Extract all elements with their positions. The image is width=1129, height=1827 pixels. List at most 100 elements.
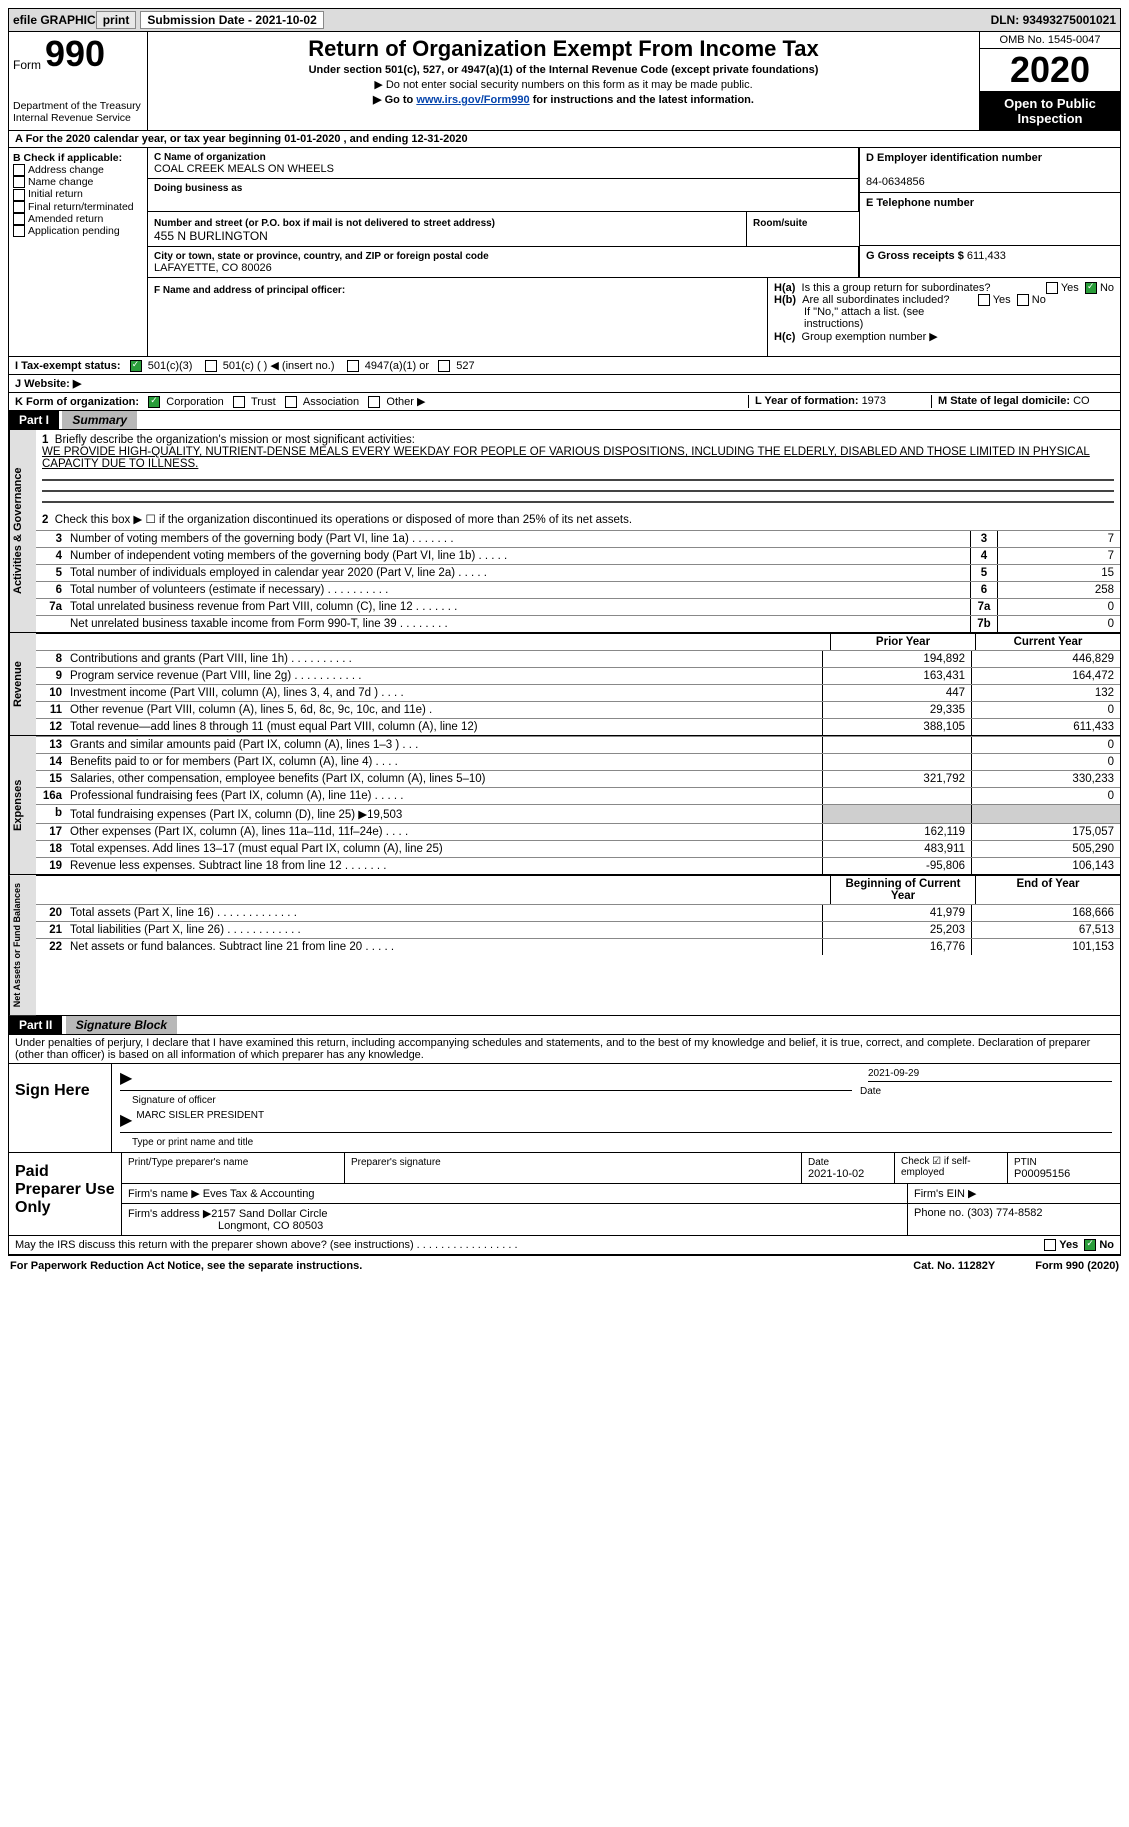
- hb-label: Are all subordinates included?: [802, 294, 949, 306]
- dln: DLN: 93493275001021: [991, 13, 1116, 27]
- top-bar: efile GRAPHIC print Submission Date - 20…: [8, 8, 1121, 32]
- data-row: 8Contributions and grants (Part VIII, li…: [36, 650, 1120, 667]
- gov-row: 6Total number of volunteers (estimate if…: [36, 581, 1120, 598]
- hc-label: Group exemption number ▶: [802, 331, 938, 343]
- part1-title: Summary: [62, 411, 137, 429]
- side-expenses: Expenses: [9, 736, 36, 874]
- part1-expenses: Expenses 13Grants and similar amounts pa…: [8, 736, 1121, 875]
- pra-notice: For Paperwork Reduction Act Notice, see …: [10, 1260, 362, 1272]
- data-row: 12Total revenue—add lines 8 through 11 (…: [36, 718, 1120, 735]
- col-b: B Check if applicable: Address change Na…: [9, 148, 148, 356]
- data-row: bTotal fundraising expenses (Part IX, co…: [36, 804, 1120, 823]
- pp-sig-label: Preparer's signature: [351, 1157, 441, 1168]
- sig-date-label: Date: [860, 1086, 1120, 1097]
- data-row: 20Total assets (Part X, line 16) . . . .…: [36, 904, 1120, 921]
- gross-label: G Gross receipts $: [866, 250, 967, 262]
- part2-title: Signature Block: [66, 1016, 177, 1034]
- state-domicile: CO: [1073, 395, 1090, 407]
- phone-label: E Telephone number: [866, 197, 974, 209]
- q2-label: Check this box ▶ ☐ if the organization d…: [55, 514, 632, 526]
- cb-final-return[interactable]: Final return/terminated: [28, 201, 134, 213]
- sig-type-label: Type or print name and title: [112, 1137, 1120, 1152]
- data-row: 21Total liabilities (Part X, line 26) . …: [36, 921, 1120, 938]
- gov-row: 7aTotal unrelated business revenue from …: [36, 598, 1120, 615]
- officer-label: F Name and address of principal officer:: [154, 285, 345, 296]
- gross-value: 611,433: [967, 250, 1006, 262]
- row-j: J Website: ▶: [8, 375, 1121, 393]
- sig-date: 2021-09-29: [868, 1068, 919, 1079]
- data-row: 16aProfessional fundraising fees (Part I…: [36, 787, 1120, 804]
- data-row: 14Benefits paid to or for members (Part …: [36, 753, 1120, 770]
- q1-label: Briefly describe the organization's miss…: [55, 434, 415, 446]
- addr-label: Number and street (or P.O. box if mail i…: [154, 218, 495, 229]
- org-name: COAL CREEK MEALS ON WHEELS: [154, 163, 334, 175]
- dba-label: Doing business as: [154, 183, 242, 194]
- sig-officer-label: Signature of officer: [112, 1095, 860, 1106]
- room-label: Room/suite: [753, 218, 807, 229]
- dept-treasury: Department of the Treasury: [13, 100, 143, 112]
- row-i: I Tax-exempt status: 501(c)(3) 501(c) ( …: [8, 357, 1121, 375]
- gov-row: 3Number of voting members of the governi…: [36, 530, 1120, 547]
- firm-addr: 2157 Sand Dollar Circle: [211, 1208, 327, 1220]
- side-governance: Activities & Governance: [9, 430, 36, 632]
- part1-revenue: Revenue Prior Year Current Year 8Contrib…: [8, 633, 1121, 736]
- discuss-row: May the IRS discuss this return with the…: [8, 1236, 1121, 1255]
- omb-number: OMB No. 1545-0047: [980, 32, 1120, 49]
- part2-header: Part II: [9, 1016, 62, 1034]
- firm-city: Longmont, CO 80503: [128, 1220, 323, 1232]
- row-klm: K Form of organization: Corporation Trus…: [8, 393, 1121, 411]
- data-row: 19Revenue less expenses. Subtract line 1…: [36, 857, 1120, 874]
- city-label: City or town, state or province, country…: [154, 251, 489, 262]
- data-row: 17Other expenses (Part IX, column (A), l…: [36, 823, 1120, 840]
- gov-row: Net unrelated business taxable income fr…: [36, 615, 1120, 632]
- data-row: 11Other revenue (Part VIII, column (A), …: [36, 701, 1120, 718]
- cb-amended[interactable]: Amended return: [28, 213, 103, 225]
- form-subtitle: Under section 501(c), 527, or 4947(a)(1)…: [152, 64, 975, 76]
- data-row: 10Investment income (Part VIII, column (…: [36, 684, 1120, 701]
- data-row: 18Total expenses. Add lines 13–17 (must …: [36, 840, 1120, 857]
- data-row: 13Grants and similar amounts paid (Part …: [36, 736, 1120, 753]
- side-netassets: Net Assets or Fund Balances: [9, 875, 36, 1015]
- tax-year: 2020: [980, 49, 1120, 92]
- cat-no: Cat. No. 11282Y: [913, 1260, 995, 1272]
- firm-name: Eves Tax & Accounting: [203, 1188, 315, 1200]
- sig-name: MARC SISLER PRESIDENT: [136, 1110, 264, 1130]
- header-block: B Check if applicable: Address change Na…: [8, 148, 1121, 357]
- part1-netassets: Net Assets or Fund Balances Beginning of…: [8, 875, 1121, 1016]
- cb-address-change[interactable]: Address change: [28, 164, 104, 176]
- firm-ein-label: Firm's EIN ▶: [914, 1188, 977, 1200]
- gov-row: 5Total number of individuals employed in…: [36, 564, 1120, 581]
- penalty-text: Under penalties of perjury, I declare th…: [8, 1035, 1121, 1064]
- pp-self-employed: Check ☑ if self-employed: [901, 1156, 971, 1178]
- cb-name-change[interactable]: Name change: [28, 176, 93, 188]
- hb-note: If "No," attach a list. (see instruction…: [774, 306, 1114, 330]
- ein-value: 84-0634856: [866, 176, 925, 188]
- sign-here: Sign Here: [9, 1064, 112, 1152]
- part1-header: Part I: [9, 411, 59, 429]
- street-address: 455 N BURLINGTON: [154, 229, 268, 243]
- irs-label: Internal Revenue Service: [13, 112, 143, 124]
- col-end: End of Year: [975, 876, 1120, 904]
- part1-governance: Activities & Governance 1 Briefly descri…: [8, 430, 1121, 633]
- website-label: J Website: ▶: [15, 377, 81, 390]
- pp-name-label: Print/Type preparer's name: [128, 1157, 248, 1168]
- gov-row: 4Number of independent voting members of…: [36, 547, 1120, 564]
- line-a: A For the 2020 calendar year, or tax yea…: [8, 131, 1121, 148]
- col-current: Current Year: [975, 634, 1120, 650]
- irs-link[interactable]: www.irs.gov/Form990: [416, 94, 529, 106]
- col-prior: Prior Year: [830, 634, 975, 650]
- data-row: 15Salaries, other compensation, employee…: [36, 770, 1120, 787]
- data-row: 9Program service revenue (Part VIII, lin…: [36, 667, 1120, 684]
- open-to-public: Open to Public Inspection: [980, 92, 1120, 130]
- cb-initial-return[interactable]: Initial return: [28, 188, 83, 200]
- form-ref: Form 990 (2020): [1035, 1260, 1119, 1272]
- city-state-zip: LAFAYETTE, CO 80026: [154, 262, 272, 274]
- cb-app-pending[interactable]: Application pending: [28, 225, 120, 237]
- goto-note: ▶ Go to www.irs.gov/Form990 for instruct…: [152, 93, 975, 106]
- form-number: 990: [45, 36, 105, 72]
- firm-phone: (303) 774-8582: [967, 1207, 1042, 1219]
- tax-exempt-label: I Tax-exempt status:: [15, 360, 121, 372]
- footer: For Paperwork Reduction Act Notice, see …: [8, 1255, 1121, 1276]
- ssn-note: ▶ Do not enter social security numbers o…: [152, 78, 975, 91]
- print-button[interactable]: print: [96, 11, 137, 29]
